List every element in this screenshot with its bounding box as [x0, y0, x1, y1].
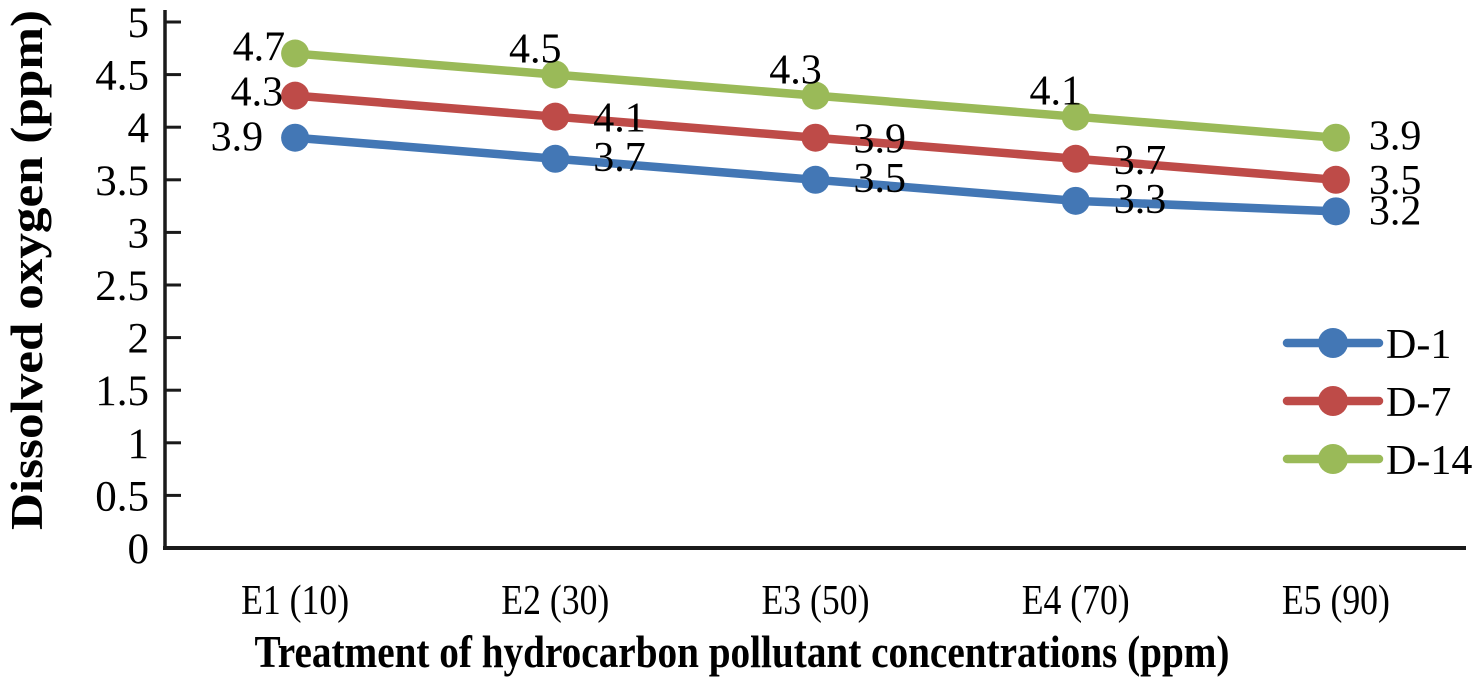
data-label-D-1-E1: 3.9 — [211, 115, 264, 161]
data-label-D-1-E3: 3.5 — [854, 156, 907, 202]
x-category-label: E4 (70) — [1022, 578, 1130, 624]
data-point-D-1-E1 — [281, 123, 310, 152]
data-point-D-14-E1 — [281, 39, 310, 68]
y-tick-label: 2 — [128, 316, 150, 363]
data-label-D-7-E2: 4.1 — [593, 96, 646, 142]
data-point-D-7-E4 — [1061, 144, 1090, 173]
x-category-label: E5 (90) — [1282, 578, 1390, 624]
data-point-D-14-E2 — [541, 60, 570, 89]
legend-marker-D-7 — [1318, 386, 1348, 416]
y-tick-label: 3.5 — [95, 158, 149, 205]
data-label-D-7-E1: 4.3 — [231, 70, 284, 116]
x-category-label: E3 (50) — [762, 578, 870, 624]
data-label-D-7-E5: 3.5 — [1369, 158, 1422, 204]
y-axis-title: Dissolved oxygen (ppm) — [1, 10, 52, 530]
data-point-D-1-E4 — [1061, 186, 1090, 215]
y-tick-label: 1.5 — [95, 368, 149, 415]
data-point-D-1-E3 — [801, 165, 830, 194]
data-label-D-1-E5: 3.2 — [1369, 188, 1422, 234]
data-point-D-1-E5 — [1321, 197, 1350, 226]
legend-label-D-1: D-1 — [1386, 322, 1451, 368]
data-label-D-7-E3: 3.9 — [854, 117, 907, 163]
x-category-label: E1 (10) — [241, 578, 349, 624]
y-tick-label: 2.5 — [95, 263, 149, 310]
data-point-D-7-E2 — [541, 102, 570, 131]
y-tick-label: 5 — [128, 0, 150, 47]
data-point-D-14-E4 — [1061, 102, 1090, 131]
data-label-D-14-E3: 4.3 — [769, 48, 822, 94]
y-tick-label: 1 — [128, 421, 150, 468]
legend-label-D-7: D-7 — [1386, 380, 1451, 426]
y-tick-label: 0 — [128, 526, 150, 573]
y-tick-label: 0.5 — [95, 473, 149, 520]
data-label-D-14-E4: 4.1 — [1029, 69, 1082, 115]
data-point-D-7-E1 — [281, 81, 310, 110]
y-tick-label: 3 — [128, 210, 150, 257]
y-tick-label: 4 — [128, 105, 150, 152]
legend-marker-D-1 — [1318, 328, 1348, 358]
data-label-D-1-E4: 3.3 — [1114, 177, 1167, 223]
y-tick-label: 4.5 — [95, 53, 149, 100]
legend-marker-D-14 — [1318, 444, 1348, 474]
data-label-D-1-E2: 3.7 — [593, 135, 646, 181]
data-point-D-7-E5 — [1321, 165, 1350, 194]
data-label-D-14-E5: 3.9 — [1369, 114, 1422, 160]
data-label-D-14-E2: 4.5 — [509, 27, 562, 73]
x-category-label: E2 (30) — [501, 578, 609, 624]
data-label-D-14-E1: 4.7 — [233, 25, 286, 71]
data-point-D-14-E3 — [801, 81, 830, 110]
data-label-D-7-E4: 3.7 — [1114, 138, 1167, 184]
data-point-D-1-E2 — [541, 144, 570, 173]
x-axis-title: Treatment of hydrocarbon pollutant conce… — [255, 626, 1230, 677]
data-point-D-14-E5 — [1321, 123, 1350, 152]
legend-label-D-14: D-14 — [1386, 438, 1472, 484]
data-point-D-7-E3 — [801, 123, 830, 152]
